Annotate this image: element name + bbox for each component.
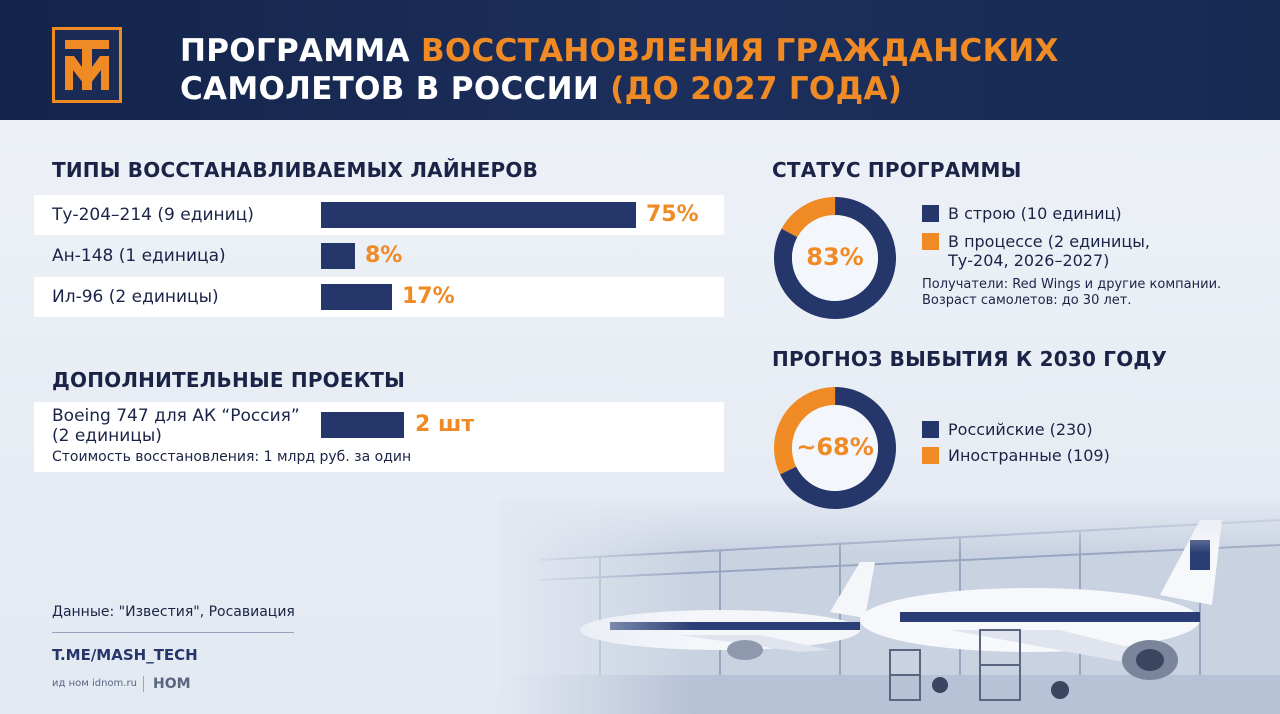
bar-value-label: 17% [402,284,455,309]
legend-swatch-orange [922,447,939,464]
age-note: Возраст самолетов: до 30 лет. [922,293,1132,308]
bar-il96 [321,284,392,310]
legend-swatch-orange [922,233,939,250]
forecast-heading: ПРОГНОЗ ВЫБЫТИЯ К 2030 ГОДУ [772,347,1168,371]
donut-center-label: 83% [806,243,864,271]
status-donut-chart [774,197,896,319]
divider [143,676,144,692]
status-heading: СТАТУС ПРОГРАММЫ [772,158,1022,182]
legend-label: В процессе (2 единицы, [948,232,1151,251]
donut-slice-orange [774,197,896,319]
legend-label: Российские (230) [948,420,1093,439]
bar-value-label: 8% [365,243,403,268]
bar-category-label: Boeing 747 для АК “Россия” (2 единицы) [52,406,300,446]
donut-slice-orange [774,387,896,509]
cost-note: Стоимость восстановления: 1 млрд руб. за… [52,449,412,465]
legend-label: Иностранные (109) [948,446,1110,465]
donut-center-label: ~68% [796,433,874,461]
source-text: Данные: "Известия", Росавиация [52,604,295,620]
projects-heading: ДОПОЛНИТЕЛЬНЫЕ ПРОЕКТЫ [52,368,406,392]
legend-label: Ту-204, 2026–2027) [948,251,1110,270]
bar-an148 [321,243,355,269]
bar-value-label: 75% [646,202,699,227]
legend-label: В строю (10 единиц) [948,204,1122,223]
donut-hole [792,215,878,301]
bar-boeing747 [321,412,404,438]
bar-category-label: Ан-148 (1 единица) [52,246,226,266]
nom-logo: НОМ [153,676,191,692]
mash-logo-icon [52,27,122,103]
bar-category-label: Ту-204–214 (9 единиц) [52,205,254,225]
header: ПРОГРАММА ВОССТАНОВЛЕНИЯ ГРАЖДАНСКИХ САМ… [0,0,1280,120]
donut-hole [792,405,878,491]
legend-swatch-navy [922,205,939,222]
types-heading: ТИПЫ ВОССТАНАВЛИВАЕМЫХ ЛАЙНЕРОВ [52,158,539,182]
forecast-donut-chart [774,387,896,509]
recipients-note: Получатели: Red Wings и другие компании. [922,277,1222,292]
channel-link[interactable]: T.ME/MASH_TECH [52,646,198,664]
bar-tu204 [321,202,636,228]
page-title: ПРОГРАММА ВОССТАНОВЛЕНИЯ ГРАЖДАНСКИХ САМ… [180,33,1059,107]
bar-category-label: Ил-96 (2 единицы) [52,287,219,307]
legend-swatch-navy [922,421,939,438]
hangar-illustration [500,500,1280,714]
divider [52,632,294,633]
bar-value-label: 2 шт [415,412,475,437]
idnom-text: ид ном idnom.ru [52,678,137,689]
